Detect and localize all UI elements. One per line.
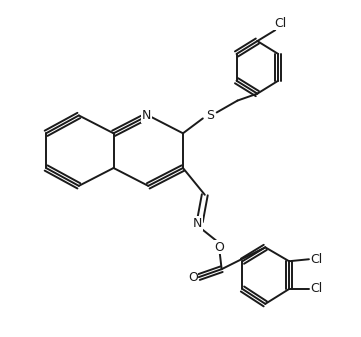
Text: O: O: [188, 271, 198, 284]
Text: Cl: Cl: [311, 282, 323, 296]
Text: N: N: [193, 217, 203, 230]
Text: O: O: [215, 241, 225, 254]
Text: Cl: Cl: [274, 17, 286, 30]
Text: N: N: [142, 109, 151, 122]
Text: Cl: Cl: [311, 253, 323, 266]
Text: S: S: [206, 109, 214, 122]
